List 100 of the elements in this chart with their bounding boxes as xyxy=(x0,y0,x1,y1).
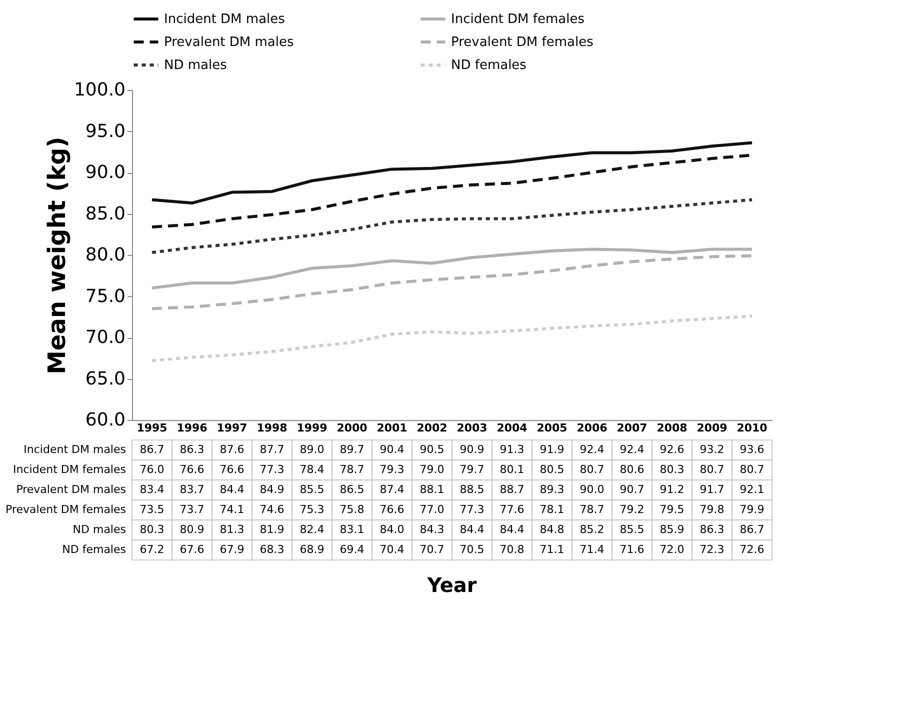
data-label: 79.7 xyxy=(460,463,484,476)
data-label: 76.6 xyxy=(380,503,404,516)
data-label: 84.9 xyxy=(260,483,284,496)
data-label: 70.7 xyxy=(420,543,444,556)
data-label: 92.6 xyxy=(660,443,684,456)
data-label: 90.5 xyxy=(420,443,444,456)
data-label: 72.0 xyxy=(660,543,684,556)
x-tick-label: 2010 xyxy=(736,422,768,434)
x-tick-label: 2005 xyxy=(536,422,568,434)
data-label: 79.0 xyxy=(420,463,444,476)
data-label: 93.6 xyxy=(740,443,764,456)
x-tick-label: 2006 xyxy=(576,422,608,434)
data-label: 70.8 xyxy=(500,543,524,556)
data-label: 87.4 xyxy=(380,483,404,496)
legend-label: Incident DM males xyxy=(164,12,286,27)
data-label: 75.3 xyxy=(300,503,324,516)
data-label: 76.0 xyxy=(140,463,164,476)
data-label: 83.4 xyxy=(140,483,164,496)
x-tick-label: 2009 xyxy=(696,422,728,434)
data-label: 74.6 xyxy=(260,503,284,516)
data-label: 81.9 xyxy=(260,523,284,536)
y-axis-title: Mean weight (kg) xyxy=(42,136,71,374)
data-label: 81.3 xyxy=(220,523,244,536)
data-label: 90.4 xyxy=(380,443,404,456)
data-label: 89.7 xyxy=(340,443,364,456)
data-label: 88.7 xyxy=(500,483,524,496)
line-series xyxy=(150,141,754,205)
x-tick-label: 2008 xyxy=(656,422,688,434)
data-label: 79.8 xyxy=(700,503,724,516)
data-label: 75.8 xyxy=(340,503,364,516)
x-tick-label: 2000 xyxy=(336,422,368,434)
data-label: 71.1 xyxy=(540,543,564,556)
data-label: 90.9 xyxy=(460,443,484,456)
x-tick-label: 2002 xyxy=(416,422,448,434)
data-label: 76.6 xyxy=(180,463,204,476)
data-label: 86.5 xyxy=(340,483,364,496)
x-tick-label: 2003 xyxy=(456,422,488,434)
data-label: 67.2 xyxy=(140,543,164,556)
data-label: 72.3 xyxy=(700,543,724,556)
y-tick-label: 90.0 xyxy=(85,162,126,183)
x-tick-label: 2001 xyxy=(376,422,408,434)
data-label: 80.7 xyxy=(740,463,764,476)
line-series xyxy=(150,314,754,362)
data-label: 84.4 xyxy=(500,523,524,536)
data-label: 78.1 xyxy=(540,503,564,516)
data-label: 92.1 xyxy=(740,483,764,496)
data-label: 79.3 xyxy=(380,463,404,476)
data-label: 88.1 xyxy=(420,483,444,496)
legend-label: Prevalent DM males xyxy=(164,35,294,50)
data-label: 80.9 xyxy=(180,523,204,536)
y-tick-label: 70.0 xyxy=(85,327,126,348)
legend-label: Incident DM females xyxy=(451,12,585,27)
data-label: 67.6 xyxy=(180,543,204,556)
data-label: 80.7 xyxy=(700,463,724,476)
data-label: 83.7 xyxy=(180,483,204,496)
data-label: 88.5 xyxy=(460,483,484,496)
data-label: 85.5 xyxy=(300,483,324,496)
data-label: 77.3 xyxy=(260,463,284,476)
y-tick-label: 80.0 xyxy=(85,244,126,266)
data-label: 73.7 xyxy=(180,503,204,516)
text: Incident DM males xyxy=(24,443,126,456)
data-label: 86.7 xyxy=(740,523,764,536)
data-label: 78.7 xyxy=(580,503,604,516)
text: Incident DM females xyxy=(13,463,126,476)
data-label: 91.3 xyxy=(500,443,524,456)
data-label: 80.3 xyxy=(140,523,164,536)
x-tick-label: 1999 xyxy=(296,422,328,434)
data-label: 76.6 xyxy=(220,463,244,476)
data-label: 77.6 xyxy=(500,503,524,516)
data-label: 71.4 xyxy=(580,543,604,556)
data-label: 80.6 xyxy=(620,463,644,476)
data-label: 69.4 xyxy=(340,543,364,556)
data-label: 89.0 xyxy=(300,443,324,456)
data-label: 80.7 xyxy=(580,463,604,476)
data-label: 86.3 xyxy=(700,523,724,536)
data-label: 91.9 xyxy=(540,443,564,456)
data-label: 90.7 xyxy=(620,483,644,496)
line-series xyxy=(150,254,754,310)
y-tick-label: 85.0 xyxy=(85,203,126,224)
data-label: 70.5 xyxy=(460,543,484,556)
data-label: 91.7 xyxy=(700,483,724,496)
data-label: 82.4 xyxy=(300,523,324,536)
data-label: 87.7 xyxy=(260,443,284,456)
data-label: 79.9 xyxy=(740,503,764,516)
x-tick-label: 2007 xyxy=(616,422,648,434)
data-label: 86.7 xyxy=(140,443,164,456)
x-tick-label: 1996 xyxy=(176,422,208,434)
x-tick-label: 1998 xyxy=(256,422,288,434)
data-label: 74.1 xyxy=(220,503,244,516)
data-label: 92.4 xyxy=(580,443,604,456)
data-label: 77.0 xyxy=(420,503,444,516)
data-label: 92.4 xyxy=(620,443,644,456)
data-label: 78.4 xyxy=(300,463,324,476)
text: Prevalent DM males xyxy=(16,483,126,496)
y-tick-label: 100.0 xyxy=(74,80,126,100)
x-tick-label: 1995 xyxy=(136,422,168,434)
y-tick-label: 75.0 xyxy=(85,286,126,307)
data-label: 67.9 xyxy=(220,543,244,556)
data-label: 93.2 xyxy=(700,443,724,456)
legend-label: ND females xyxy=(451,58,527,73)
